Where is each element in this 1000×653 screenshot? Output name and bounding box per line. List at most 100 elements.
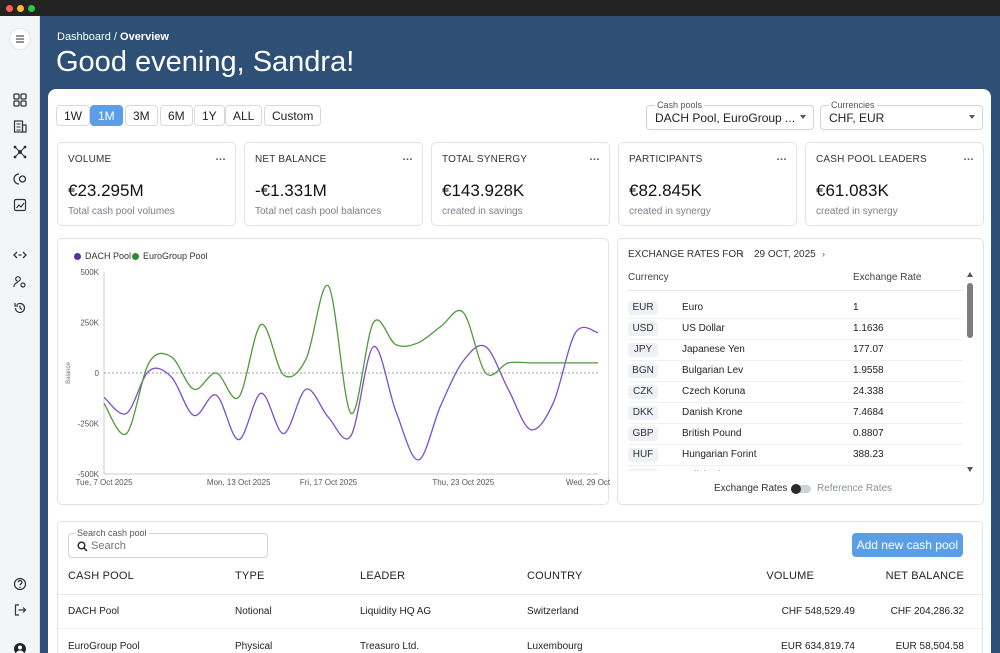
currency-code-badge: GBP — [628, 427, 658, 441]
window-titlebar — [0, 0, 1000, 16]
series-line-eurogroup-pool — [103, 284, 598, 436]
cash-pools-label: Cash pools — [655, 100, 705, 110]
profile-icon[interactable] — [12, 641, 28, 653]
chevron-left-icon[interactable]: ‹ — [741, 249, 744, 259]
more-options-icon[interactable]: … — [589, 151, 600, 163]
currency-code-badge: BGN — [628, 364, 658, 378]
currency-code-badge: HUF — [628, 448, 658, 462]
breadcrumb-current: Overview — [120, 31, 169, 43]
more-options-icon[interactable]: … — [402, 151, 413, 163]
network-icon[interactable] — [12, 144, 28, 160]
exchange-rate-row: EUR Euro 1 — [628, 298, 963, 319]
search-input[interactable] — [91, 538, 261, 554]
cash-pools-value: DACH Pool, EuroGroup ... — [655, 111, 796, 125]
column-header-leader[interactable]: LEADER — [360, 570, 406, 582]
kpi-card-subtitle: created in savings — [442, 206, 523, 217]
dashboard-icon[interactable] — [12, 92, 28, 108]
time-range-custom[interactable]: Custom — [264, 105, 322, 126]
chevron-right-icon[interactable]: › — [822, 249, 825, 259]
exchange-rate-list: EUR Euro 1 USD US Dollar 1.1636 JPY Japanese Ye… — [628, 298, 963, 471]
users-settings-icon[interactable] — [12, 274, 28, 290]
exchange-rates-date: 29 OCT, 2025 — [754, 249, 816, 260]
kpi-card-cash-pool-leaders: CASH POOL LEADERS … €61.083K created in syn… — [805, 142, 984, 226]
exchange-rate-row: CZK Czech Koruna 24.338 — [628, 382, 963, 403]
cell-country: Luxembourg — [527, 641, 583, 652]
column-header-cash-pool[interactable]: CASH POOL — [68, 570, 134, 582]
add-cash-pool-button[interactable]: Add new cash pool — [851, 533, 963, 557]
more-options-icon[interactable]: … — [963, 151, 974, 163]
exchange-rates-card: EXCHANGE RATES FOR ‹ 29 OCT, 2025 › Curr… — [617, 238, 984, 505]
currencies-select[interactable]: Currencies CHF, EUR — [820, 100, 983, 130]
search-icon — [77, 541, 88, 552]
cash-pools-select[interactable]: Cash pools DACH Pool, EuroGroup ... — [646, 100, 814, 130]
app-window: Dashboard / Overview Good evening, Sandr… — [0, 16, 1000, 653]
time-range-6m[interactable]: 6M — [160, 105, 193, 126]
rates-scrollbar[interactable] — [967, 272, 974, 472]
breadcrumb: Dashboard / Overview — [57, 31, 169, 43]
cell-pool: EuroGroup Pool — [68, 641, 140, 652]
column-header-net-balance[interactable]: NET BALANCE — [885, 570, 964, 582]
rate-type-toggle[interactable] — [791, 484, 811, 494]
time-range-1m[interactable]: 1M — [90, 105, 123, 126]
close-window-button[interactable] — [6, 5, 13, 12]
search-field[interactable]: Search cash pool — [68, 528, 268, 558]
legend-item-dach[interactable]: DACH Pool — [74, 251, 131, 261]
y-tick-label: 250K — [80, 319, 99, 328]
column-header-type[interactable]: TYPE — [235, 570, 265, 582]
x-tick-label: Mon, 13 Oct 2025 — [207, 478, 271, 487]
exchange-rate-row: BGN Bulgarian Lev 1.9558 — [628, 361, 963, 382]
exchange-rate-row: USD US Dollar 1.1636 — [628, 319, 963, 340]
y-tick-label: -250K — [78, 420, 100, 429]
currency-name: Danish Krone — [682, 407, 743, 418]
currency-code-badge: EUR — [628, 301, 658, 315]
time-range-3m[interactable]: 3M — [125, 105, 158, 126]
report-icon[interactable] — [12, 197, 28, 213]
more-options-icon[interactable]: … — [215, 151, 226, 163]
sidebar — [0, 16, 40, 653]
legend-dot — [132, 252, 139, 260]
column-header-country[interactable]: COUNTRY — [527, 570, 583, 582]
menu-toggle-button[interactable] — [9, 28, 31, 50]
currency-column-header: Currency — [628, 272, 669, 283]
exchange-rate-value: 1 — [853, 302, 859, 313]
currency-code-badge: JPY — [628, 343, 658, 357]
exchange-rates-toggle-label: Exchange Rates — [714, 483, 788, 494]
cash-pool-table-card: Search cash pool Add new cash pool CASH … — [57, 521, 983, 653]
time-range-all[interactable]: ALL — [225, 105, 263, 126]
currency-name: Japanese Yen — [682, 344, 745, 355]
kpi-card-value: -€1.331M — [255, 181, 327, 200]
legend-label: EuroGroup Pool — [143, 251, 208, 261]
cell-country: Switzerland — [527, 606, 579, 617]
api-icon[interactable] — [12, 247, 28, 263]
exchange-rate-row: DKK Danish Krone 7.4684 — [628, 403, 963, 424]
x-tick-label: Tue, 7 Oct 2025 — [75, 478, 133, 487]
kpi-card-participants: PARTICIPANTS … €82.845K created in synergy — [618, 142, 797, 226]
kpi-card-subtitle: created in synergy — [629, 206, 711, 217]
kpi-card-title: VOLUME — [68, 154, 112, 165]
scrollbar-thumb[interactable] — [967, 283, 973, 338]
series-line-dach-pool — [103, 326, 599, 461]
kpi-card-title: CASH POOL LEADERS — [816, 154, 927, 165]
legend-item-eurogroup[interactable]: EuroGroup Pool — [132, 251, 208, 261]
y-axis-label: Balance — [66, 361, 72, 383]
cycle-icon[interactable] — [12, 171, 28, 187]
kpi-card-value: €61.083K — [816, 181, 889, 200]
time-range-1y[interactable]: 1Y — [194, 105, 225, 126]
bank-icon[interactable] — [12, 118, 28, 134]
exchange-rate-value: 4.2410 — [853, 470, 884, 471]
scroll-down-icon[interactable] — [967, 467, 973, 472]
currency-code-badge: DKK — [628, 406, 658, 420]
logout-icon[interactable] — [12, 602, 28, 618]
legend-dot — [74, 252, 81, 260]
help-icon[interactable] — [12, 576, 28, 592]
currency-name: Hungarian Forint — [682, 449, 757, 460]
history-icon[interactable] — [12, 300, 28, 316]
maximize-window-button[interactable] — [28, 5, 35, 12]
breadcrumb-parent[interactable]: Dashboard — [57, 31, 111, 43]
time-range-1w[interactable]: 1W — [56, 105, 90, 126]
more-options-icon[interactable]: … — [776, 151, 787, 163]
scroll-up-icon[interactable] — [967, 272, 973, 277]
column-header-volume[interactable]: VOLUME — [766, 570, 814, 582]
hamburger-icon — [16, 35, 24, 43]
minimize-window-button[interactable] — [17, 5, 24, 12]
